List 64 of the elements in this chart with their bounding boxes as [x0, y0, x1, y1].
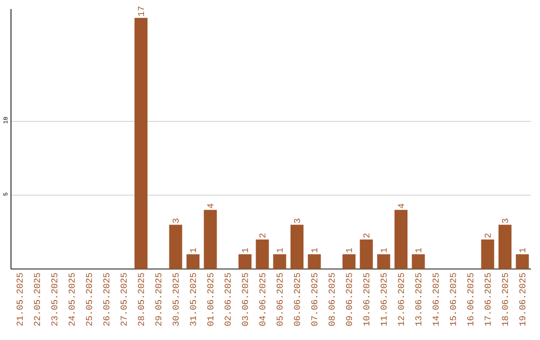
data-label: 1 [190, 248, 196, 252]
x-tick-label: 31.05.2025 [190, 273, 196, 326]
x-tick-label: 27.05.2025 [120, 273, 127, 326]
bar [186, 254, 200, 270]
x-tick-label: 18.06.2025 [502, 273, 508, 326]
bar [498, 224, 512, 270]
bar [516, 254, 529, 270]
x-tick-label: 02.06.2025 [224, 273, 231, 326]
bar [169, 224, 182, 270]
x-tick-label: 23.05.2025 [51, 273, 58, 326]
x-tick-label: 01.06.2025 [207, 273, 214, 326]
bar [412, 254, 425, 270]
bar [308, 254, 321, 270]
bar [394, 210, 408, 270]
x-tick-label: 10.06.2025 [363, 273, 370, 326]
data-label: 2 [363, 234, 370, 238]
data-label: 1 [380, 248, 387, 252]
x-tick-label: 19.06.2025 [519, 273, 526, 326]
bar [238, 254, 252, 270]
x-tick-label: 03.06.2025 [242, 273, 248, 326]
data-label: 2 [484, 234, 491, 238]
data-label: 1 [311, 248, 318, 252]
bar [134, 18, 148, 270]
data-label: 4 [398, 204, 404, 208]
data-label: 3 [294, 218, 300, 223]
x-tick-label: 05.06.2025 [276, 273, 283, 326]
x-tick-label: 04.06.2025 [259, 273, 266, 326]
bar [360, 239, 373, 270]
x-tick-label: 26.05.2025 [103, 273, 110, 326]
x-tick-label: 17.06.2025 [484, 273, 491, 326]
data-label: 1 [242, 248, 248, 252]
x-tick-label: 24.05.2025 [68, 273, 75, 326]
bar [342, 254, 356, 270]
bar [204, 210, 217, 270]
data-label: 1 [415, 248, 422, 252]
data-label: 4 [207, 204, 214, 208]
x-tick-label: 08.06.2025 [328, 273, 335, 326]
data-label: 1 [276, 248, 283, 252]
data-label: 17 [138, 6, 144, 16]
bar [273, 254, 286, 270]
x-tick-label: 28.05.2025 [138, 273, 144, 326]
x-tick-label: 11.06.2025 [380, 273, 387, 326]
x-tick-label: 07.06.2025 [311, 273, 318, 326]
data-label: 2 [259, 234, 266, 238]
x-tick-label: 21.05.2025 [16, 273, 23, 326]
x-tick-label: 25.05.2025 [86, 273, 92, 326]
x-tick-label: 12.06.2025 [398, 273, 404, 326]
x-tick-label: 29.05.2025 [155, 273, 162, 326]
x-tick-label: 22.05.2025 [34, 273, 40, 326]
x-tick-label: 13.06.2025 [415, 273, 422, 326]
x-tick-label: 06.06.2025 [294, 273, 300, 326]
bar [290, 224, 304, 270]
x-tick-label: 09.06.2025 [346, 273, 352, 326]
x-tick-label: 30.05.2025 [172, 273, 179, 326]
data-label: 1 [346, 248, 352, 252]
data-label: 1 [519, 248, 526, 252]
data-label: 3 [172, 218, 179, 223]
x-tick-label: 16.06.2025 [467, 273, 474, 326]
data-label: 3 [502, 218, 508, 223]
bar [256, 239, 269, 270]
x-tick-label: 14.06.2025 [432, 273, 439, 326]
bar [481, 239, 494, 270]
x-tick-label: 15.06.2025 [450, 273, 456, 326]
bar [377, 254, 390, 270]
